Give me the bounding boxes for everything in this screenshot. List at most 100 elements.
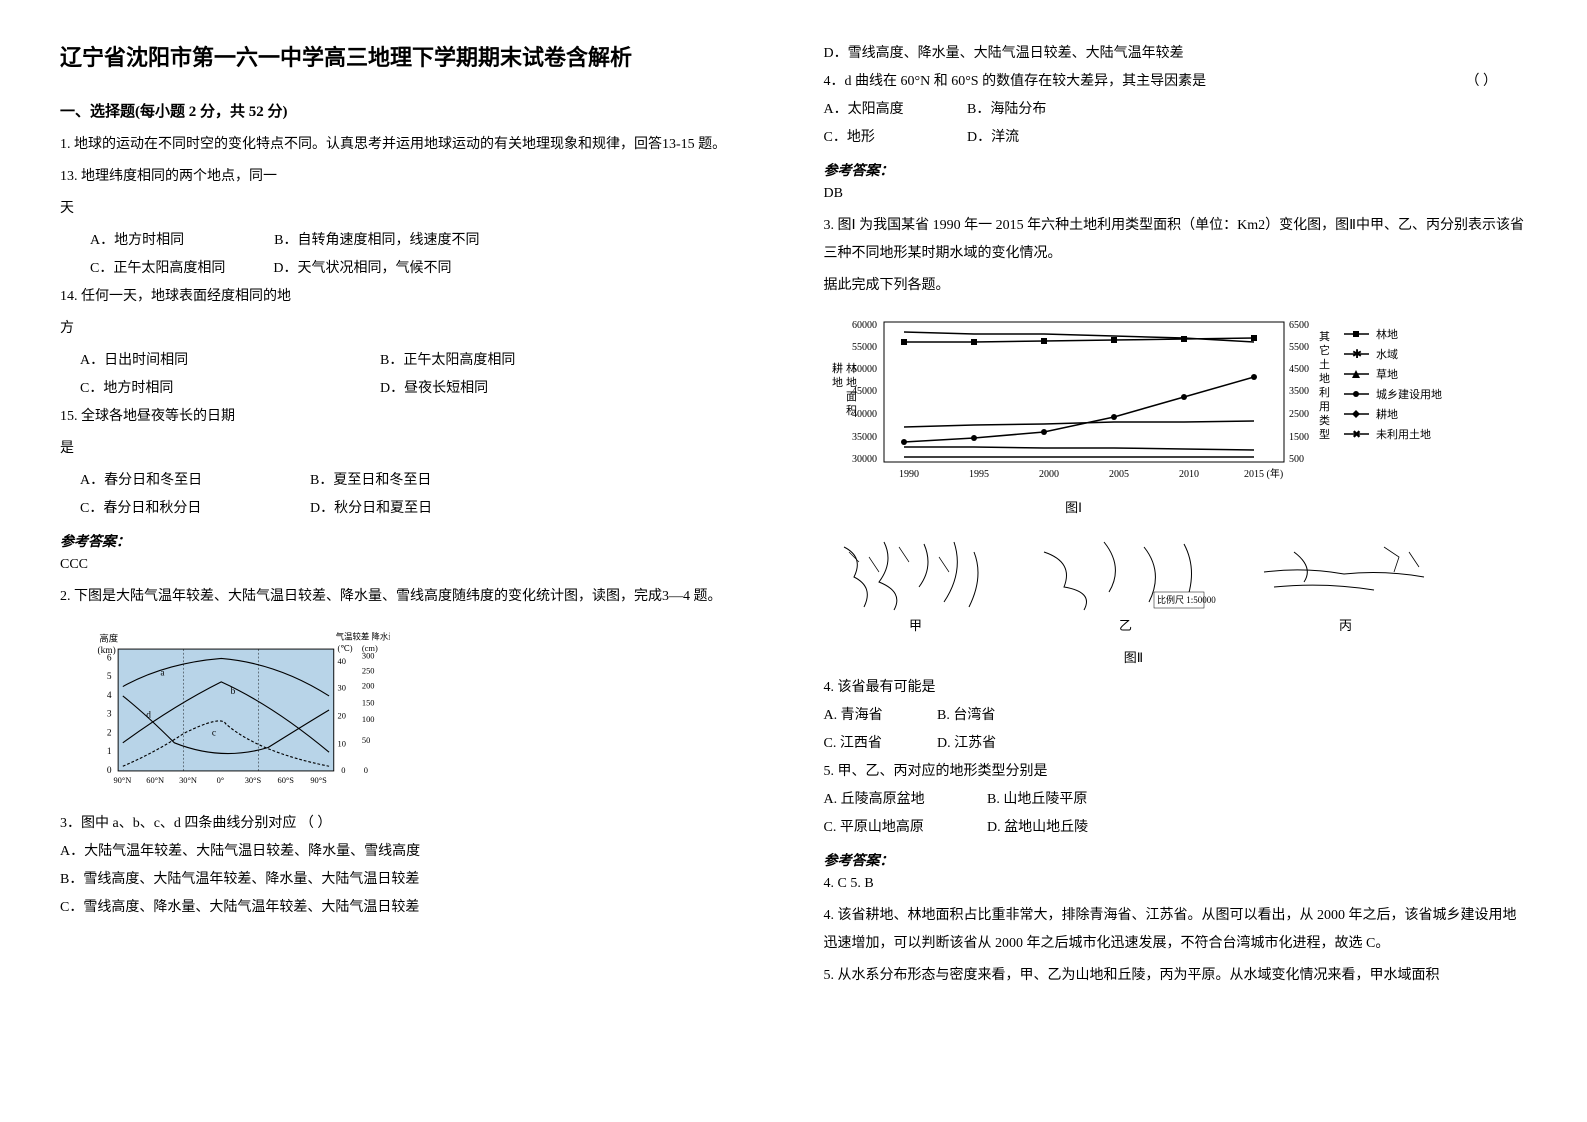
svg-text:10: 10 (338, 739, 346, 749)
svg-text:4500: 4500 (1289, 364, 1309, 375)
q2-chart: 高度 (km) 6 5 4 3 2 1 0 气温较差 降水量 (℃) (cm) … (90, 625, 764, 800)
svg-text:20: 20 (338, 710, 346, 720)
q2-q4-text: 4．d 曲线在 60°N 和 60°S 的数值存在较大差异，其主导因素是 （ ） (824, 68, 1528, 96)
q3-answer-label: 参考答案： (824, 850, 1528, 870)
q3-q5-row1: A. 丘陵高原盆地 B. 山地丘陵平原 (824, 786, 1528, 814)
exam-title: 辽宁省沈阳市第一六一中学高三地理下学期期末试卷含解析 (60, 40, 764, 72)
svg-text:40: 40 (338, 656, 346, 666)
svg-text:1: 1 (107, 747, 112, 757)
q2-q3-optC: C．雪线高度、降水量、大陆气温年较差、大陆气温日较差 (60, 894, 764, 922)
q3-chart2-svg: 甲 比例尺 1:50000 乙 丙 (824, 532, 1464, 642)
svg-text:它: 它 (1319, 343, 1330, 357)
q2-q4-optD: D．洋流 (967, 130, 1019, 145)
svg-text:地: 地 (1319, 372, 1330, 385)
q3-q4-row1: A. 青海省 B. 台湾省 (824, 702, 1528, 730)
svg-text:60000: 60000 (852, 320, 877, 331)
q3-sub: 据此完成下列各题。 (824, 272, 1528, 300)
svg-text:3500: 3500 (1289, 386, 1309, 397)
svg-text:1500: 1500 (1289, 432, 1309, 443)
svg-text:6: 6 (107, 653, 112, 663)
q2-answer: DB (824, 186, 1528, 202)
q3-q5-row2: C. 平原山地高原 D. 盆地山地丘陵 (824, 814, 1528, 842)
svg-text:d: d (146, 711, 151, 721)
q3-q4-optC: C. 江西省 (824, 730, 934, 758)
q3-q4-optA: A. 青海省 (824, 702, 934, 730)
q14-optB: B．正午太阳高度相同 (380, 347, 515, 375)
q2-q3-optD: D．雪线高度、降水量、大陆气温日较差、大陆气温年较差 (824, 40, 1528, 68)
q2-q4-text-inner: 4．d 曲线在 60°N 和 60°S 的数值存在较大差异，其主导因素是 (824, 74, 1207, 89)
svg-text:3: 3 (107, 710, 112, 720)
svg-text:60°S: 60°S (278, 775, 295, 785)
q3-q5-text: 5. 甲、乙、丙对应的地形类型分别是 (824, 758, 1528, 786)
svg-text:150: 150 (362, 697, 375, 707)
svg-text:30: 30 (338, 682, 346, 692)
svg-text:2015 (年): 2015 (年) (1244, 467, 1283, 480)
q13-opts-row2: C．正午太阳高度相同 D．天气状况相同，气候不同 (60, 255, 764, 283)
svg-text:55000: 55000 (852, 342, 877, 353)
svg-text:未利用土地: 未利用土地 (1376, 428, 1431, 441)
q2-q3-optB: B．雪线高度、大陆气温年较差、降水量、大陆气温日较差 (60, 866, 764, 894)
svg-text:5500: 5500 (1289, 342, 1309, 353)
svg-text:地: 地 (832, 376, 843, 389)
q3-q4-optD: D. 江苏省 (937, 736, 996, 751)
q3-q4-optB: B. 台湾省 (937, 708, 995, 723)
svg-text:型: 型 (1319, 427, 1330, 441)
q14-opts-row2: C．地方时相同 D．昼夜长短相同 (60, 375, 764, 403)
svg-text:类: 类 (1319, 413, 1330, 427)
q3-q5-optC: C. 平原山地高原 (824, 814, 984, 842)
q13-optC: C．正午太阳高度相同 (90, 255, 225, 283)
q2-q4-optA: A．太阳高度 (824, 96, 964, 124)
svg-text:5: 5 (107, 672, 112, 682)
q15-opts-row2: C．春分日和秋分日 D．秋分日和夏至日 (60, 495, 764, 523)
q3-intro: 3. 图Ⅰ 为我国某省 1990 年一 2015 年六种土地利用类型面积（单位：… (824, 212, 1528, 268)
q3-q4-row2: C. 江西省 D. 江苏省 (824, 730, 1528, 758)
q3-chart1-svg: 耕 地 林 地 面 积 60000 55000 50000 45000 4000… (824, 312, 1464, 492)
yleft-label: 高度 (99, 633, 118, 645)
q2-q3-optA: A．大陆气温年较差、大陆气温日较差、降水量、雪线高度 (60, 838, 764, 866)
svg-text:2010: 2010 (1179, 469, 1199, 480)
svg-text:1995: 1995 (969, 469, 989, 480)
svg-text:2000: 2000 (1039, 469, 1059, 480)
q3-chart1-wrap: 耕 地 林 地 面 积 60000 55000 50000 45000 4000… (824, 312, 1528, 516)
q13-optB: B．自转角速度相同，线速度不同 (274, 227, 479, 255)
q3-explain4: 4. 该省耕地、林地面积占比重非常大，排除青海省、江苏省。从图可以看出，从 20… (824, 902, 1528, 958)
svg-text:2500: 2500 (1289, 409, 1309, 420)
left-column: 辽宁省沈阳市第一六一中学高三地理下学期期末试卷含解析 一、选择题(每小题 2 分… (60, 40, 764, 1082)
c2-caption: 图Ⅱ (824, 647, 1444, 666)
svg-text:用: 用 (1319, 401, 1330, 413)
svg-text:2005: 2005 (1109, 469, 1129, 480)
svg-text:草地: 草地 (1376, 368, 1398, 381)
q13-text: 13. 地理纬度相同的两个地点，同一 (60, 163, 764, 191)
svg-text:其: 其 (1319, 330, 1330, 343)
q2-q4-paren: （ ） (1466, 68, 1498, 96)
svg-text:利: 利 (1319, 386, 1330, 399)
q2-intro: 2. 下图是大陆气温年较差、大陆气温日较差、降水量、雪线高度随纬度的变化统计图，… (60, 583, 764, 611)
q3-answer: 4. C 5. B (824, 876, 1528, 892)
q15-cont: 是 (60, 435, 764, 463)
svg-text:30000: 30000 (852, 454, 877, 465)
q3-q5-optA: A. 丘陵高原盆地 (824, 786, 984, 814)
svg-text:90°N: 90°N (113, 775, 131, 785)
q15-optB: B．夏至日和冬至日 (310, 467, 431, 495)
svg-text:c: c (212, 728, 216, 738)
svg-text:水域: 水域 (1376, 348, 1398, 361)
q13-optA: A．地方时相同 (90, 227, 184, 255)
q2-q4-row1: A．太阳高度 B．海陆分布 (824, 96, 1528, 124)
q14-optC: C．地方时相同 (80, 375, 380, 403)
q1-answer-label: 参考答案： (60, 531, 764, 551)
svg-text:60°N: 60°N (146, 775, 164, 785)
svg-text:50: 50 (362, 735, 370, 745)
svg-text:200: 200 (362, 680, 375, 690)
q2-q4-optC: C．地形 (824, 124, 964, 152)
q14-cont: 方 (60, 315, 764, 343)
q13-cont: 天 (60, 195, 764, 223)
svg-text:50000: 50000 (852, 364, 877, 375)
q2-answer-label: 参考答案： (824, 160, 1528, 180)
yright-unit1: (℃) (338, 643, 353, 653)
svg-text:甲: 甲 (909, 618, 922, 633)
svg-text:丙: 丙 (1339, 618, 1352, 633)
svg-text:90°S: 90°S (310, 775, 327, 785)
svg-text:城乡建设用地: 城乡建设用地 (1376, 387, 1442, 401)
svg-text:2: 2 (107, 728, 112, 738)
svg-text:比例尺 1:50000: 比例尺 1:50000 (1157, 594, 1216, 605)
